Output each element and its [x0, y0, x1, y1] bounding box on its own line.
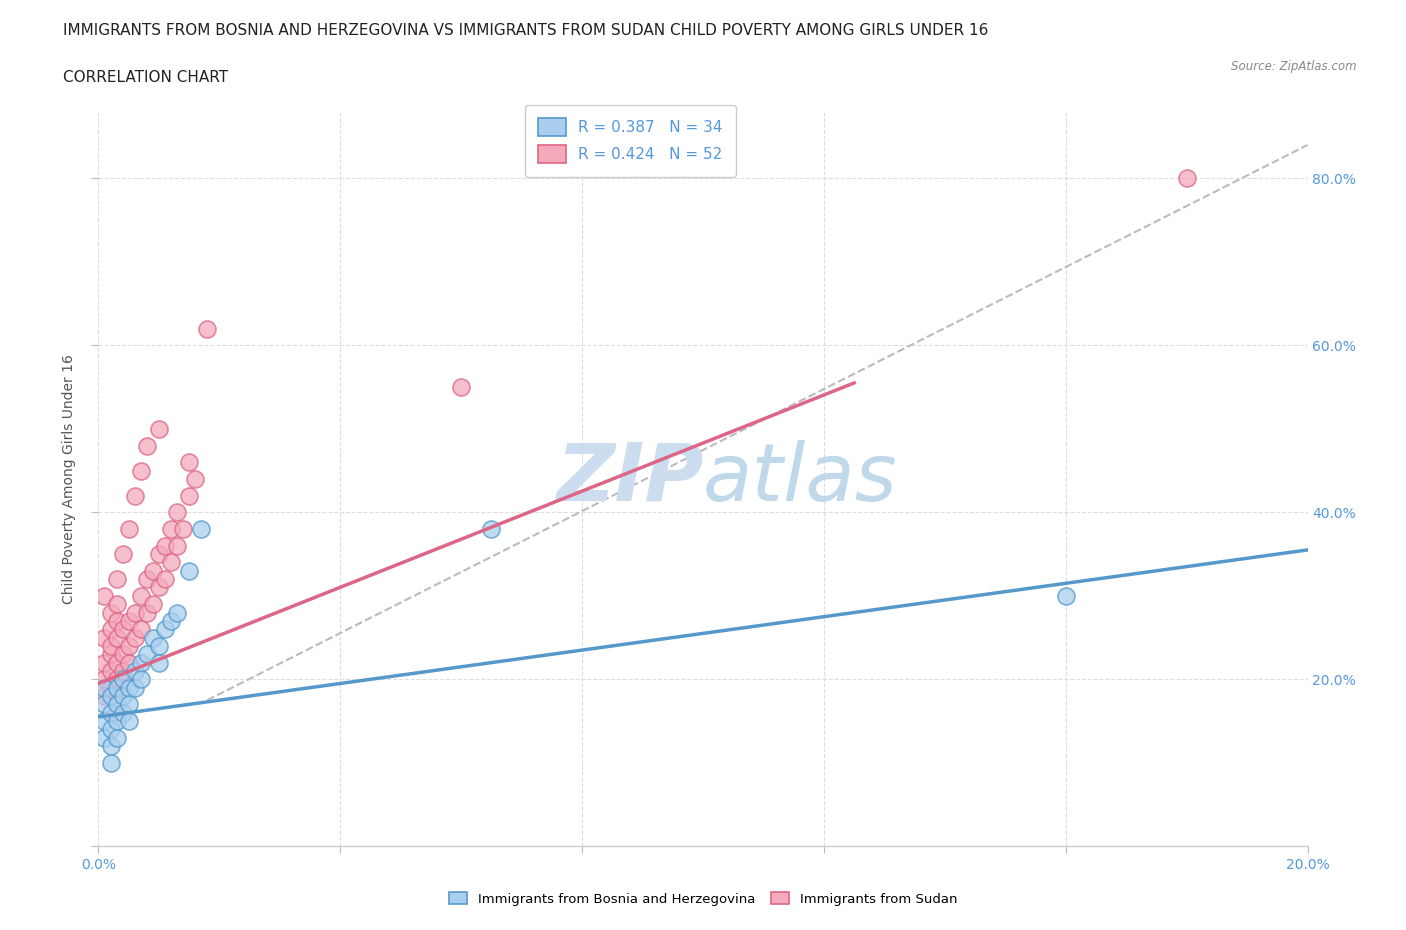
Point — [118, 656, 141, 671]
Point — [93, 730, 115, 745]
Point — [100, 622, 122, 637]
Point — [93, 688, 115, 703]
Point — [195, 321, 218, 336]
Text: atlas: atlas — [703, 440, 898, 518]
Point — [100, 688, 122, 703]
Point — [100, 755, 122, 770]
Point — [105, 614, 128, 629]
Point — [105, 656, 128, 671]
Point — [100, 680, 122, 695]
Point — [142, 597, 165, 612]
Point — [93, 697, 115, 711]
Point — [148, 656, 170, 671]
Point — [129, 671, 152, 686]
Point — [100, 722, 122, 737]
Point — [93, 713, 115, 728]
Point — [172, 522, 194, 537]
Point — [118, 680, 141, 695]
Point — [142, 631, 165, 645]
Point — [135, 605, 157, 620]
Point — [118, 697, 141, 711]
Point — [100, 647, 122, 662]
Point — [105, 697, 128, 711]
Point — [179, 488, 201, 503]
Point — [135, 572, 157, 587]
Point — [105, 631, 128, 645]
Point — [129, 463, 152, 478]
Point — [100, 663, 122, 678]
Point — [129, 656, 152, 671]
Legend: R = 0.387   N = 34, R = 0.424   N = 52: R = 0.387 N = 34, R = 0.424 N = 52 — [524, 104, 737, 177]
Point — [135, 438, 157, 453]
Point — [118, 614, 141, 629]
Point — [105, 671, 128, 686]
Point — [160, 614, 183, 629]
Point — [111, 663, 134, 678]
Point — [100, 639, 122, 654]
Point — [450, 379, 472, 394]
Point — [124, 488, 146, 503]
Point — [100, 605, 122, 620]
Point — [179, 564, 201, 578]
Point — [93, 631, 115, 645]
Point — [481, 522, 503, 537]
Point — [129, 589, 152, 604]
Point — [105, 597, 128, 612]
Point — [148, 639, 170, 654]
Point — [124, 631, 146, 645]
Point — [118, 639, 141, 654]
Point — [100, 738, 122, 753]
Point — [142, 564, 165, 578]
Point — [148, 547, 170, 562]
Point — [148, 580, 170, 595]
Text: IMMIGRANTS FROM BOSNIA AND HERZEGOVINA VS IMMIGRANTS FROM SUDAN CHILD POVERTY AM: IMMIGRANTS FROM BOSNIA AND HERZEGOVINA V… — [63, 23, 988, 38]
Point — [153, 572, 176, 587]
Point — [111, 647, 134, 662]
Point — [129, 622, 152, 637]
Point — [190, 522, 212, 537]
Point — [153, 538, 176, 553]
Point — [179, 455, 201, 470]
Point — [153, 622, 176, 637]
Point — [166, 605, 188, 620]
Point — [100, 705, 122, 720]
Text: ZIP: ZIP — [555, 440, 703, 518]
Point — [111, 671, 134, 686]
Point — [111, 688, 134, 703]
Point — [124, 605, 146, 620]
Point — [160, 522, 183, 537]
Point — [93, 680, 115, 695]
Point — [93, 671, 115, 686]
Point — [118, 713, 141, 728]
Point — [105, 680, 128, 695]
Point — [93, 589, 115, 604]
Point — [135, 647, 157, 662]
Point — [111, 547, 134, 562]
Point — [166, 505, 188, 520]
Point — [124, 680, 146, 695]
Point — [111, 622, 134, 637]
Text: Source: ZipAtlas.com: Source: ZipAtlas.com — [1232, 60, 1357, 73]
Legend: Immigrants from Bosnia and Herzegovina, Immigrants from Sudan: Immigrants from Bosnia and Herzegovina, … — [441, 885, 965, 912]
Point — [105, 572, 128, 587]
Point — [184, 472, 207, 486]
Point — [124, 663, 146, 678]
Text: CORRELATION CHART: CORRELATION CHART — [63, 70, 228, 85]
Point — [1175, 171, 1198, 186]
Point — [160, 555, 183, 570]
Y-axis label: Child Poverty Among Girls Under 16: Child Poverty Among Girls Under 16 — [62, 354, 76, 604]
Point — [105, 730, 128, 745]
Point — [111, 705, 134, 720]
Point — [118, 522, 141, 537]
Point — [93, 656, 115, 671]
Point — [1054, 589, 1077, 604]
Point — [166, 538, 188, 553]
Point — [148, 421, 170, 436]
Point — [105, 713, 128, 728]
